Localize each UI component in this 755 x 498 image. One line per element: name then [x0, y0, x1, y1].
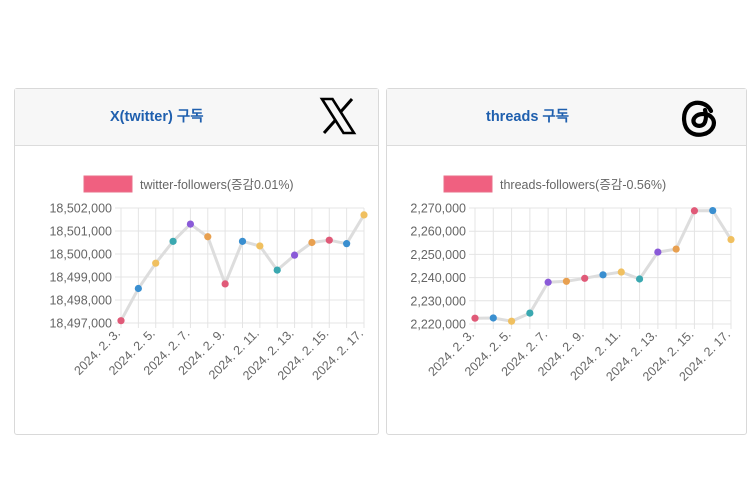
y-tick-label: 2,240,000 — [410, 271, 466, 285]
legend-swatch — [443, 175, 493, 193]
data-point — [690, 207, 699, 215]
data-point — [507, 317, 516, 325]
data-point — [308, 238, 316, 247]
data-point — [204, 233, 212, 241]
y-tick-label: 18,499,000 — [49, 271, 112, 285]
data-point — [186, 220, 195, 228]
data-point — [256, 242, 264, 250]
twitter-card-header: X(twitter) 구독 — [15, 89, 378, 146]
data-point — [617, 268, 625, 276]
y-tick-label: 18,500,000 — [49, 248, 112, 262]
threads-followers-chart: threads-followers(증감-0.56%) 2,220,000 2,23… — [410, 175, 735, 384]
y-tick-label: 18,498,000 — [49, 294, 112, 308]
twitter-card-title: X(twitter) 구독 — [110, 109, 204, 125]
threads-card-title: threads 구독 — [486, 109, 570, 125]
data-point — [471, 314, 479, 322]
y-tick-label: 18,497,000 — [49, 317, 112, 331]
data-point — [343, 240, 351, 248]
data-point — [221, 280, 229, 288]
data-point — [672, 245, 680, 253]
threads-card-header: threads 구독 — [387, 89, 746, 146]
x-logo-icon — [319, 97, 357, 135]
y-tick-label: 18,502,000 — [49, 202, 112, 216]
y-tick-label: 2,270,000 — [410, 202, 466, 216]
data-point — [544, 278, 552, 286]
y-tick-label: 2,260,000 — [410, 225, 466, 239]
data-point — [117, 317, 125, 325]
twitter-followers-chart: twitter-followers(증감0.01%) 18,497,000 18,4… — [49, 175, 368, 383]
data-point — [581, 274, 589, 282]
data-point — [325, 236, 333, 244]
data-point — [635, 275, 644, 283]
data-point — [599, 271, 607, 279]
data-point — [489, 314, 497, 322]
data-point — [360, 211, 368, 219]
threads-card: threads 구독 threads-followers(증감-0.56%) 2,… — [386, 88, 747, 435]
y-tick-label: 2,250,000 — [410, 248, 466, 262]
data-point — [273, 266, 281, 274]
y-tick-label: 2,230,000 — [410, 294, 466, 308]
data-point — [526, 309, 534, 317]
y-tick-label: 2,220,000 — [410, 318, 466, 332]
threads-logo-icon — [682, 100, 716, 137]
data-point — [134, 284, 142, 293]
data-point — [562, 277, 571, 285]
legend-swatch — [83, 175, 133, 193]
data-point — [654, 248, 662, 256]
twitter-card: X(twitter) 구독 twitter-followers(증감0.01%)… — [14, 88, 379, 435]
data-point — [169, 237, 177, 245]
data-point — [290, 251, 299, 259]
y-tick-label: 18,501,000 — [49, 225, 112, 239]
legend-label: threads-followers(증감-0.56%) — [500, 178, 666, 192]
data-point — [727, 235, 735, 244]
data-point — [238, 237, 247, 245]
legend-label: twitter-followers(증감0.01%) — [140, 178, 294, 192]
data-point — [709, 206, 717, 215]
data-point — [152, 259, 160, 267]
